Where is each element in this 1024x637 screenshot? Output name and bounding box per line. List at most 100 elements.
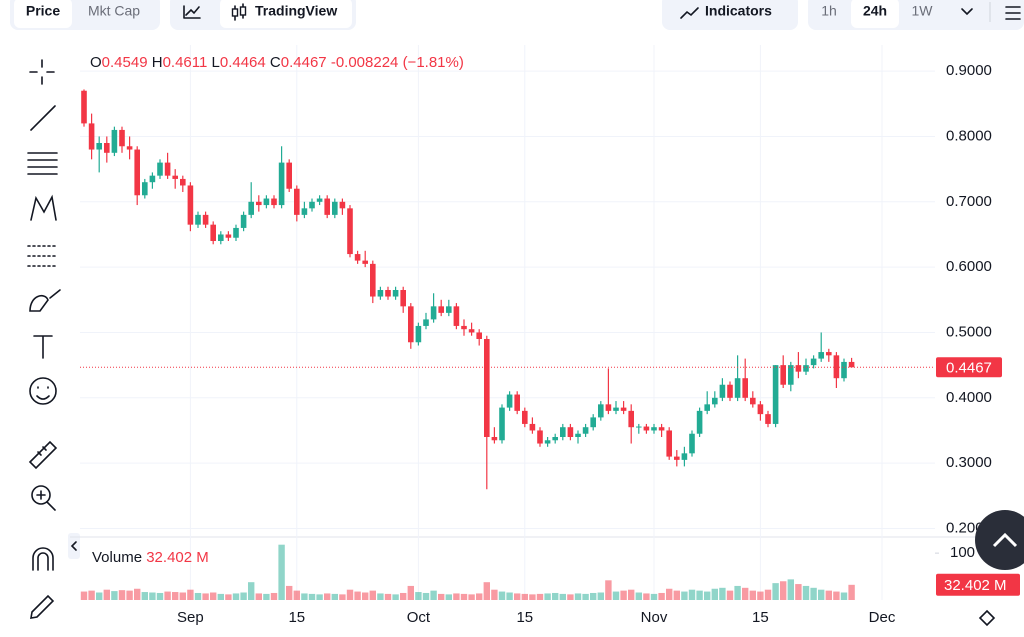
tradingview-button[interactable]: TradingView <box>255 3 337 19</box>
candle-body <box>803 365 809 372</box>
candle-body <box>734 378 741 398</box>
candle-body <box>354 254 361 261</box>
crosshair-tool[interactable] <box>29 59 55 85</box>
interval[interactable]: 1h <box>821 3 837 19</box>
fib-tool[interactable] <box>27 152 58 175</box>
candle-body <box>636 426 642 428</box>
candle-body <box>666 430 672 457</box>
line-chart-icon[interactable] <box>183 5 201 19</box>
collapse-button[interactable] <box>68 533 80 559</box>
trendline-tool[interactable] <box>30 105 56 131</box>
indicators-bg <box>662 0 798 30</box>
legend-value: 0.4464 <box>220 54 266 71</box>
candle-body <box>848 361 855 368</box>
dropdown-icon[interactable] <box>961 8 973 16</box>
candle-body <box>658 427 665 431</box>
volume-bar <box>362 592 369 600</box>
volume-bar <box>392 594 399 600</box>
interval[interactable]: 24h <box>863 3 887 19</box>
lock-tool[interactable] <box>30 594 55 619</box>
volume-bar <box>802 585 810 600</box>
brush-tool[interactable] <box>29 289 61 312</box>
volume-bar <box>666 588 673 600</box>
candle-body <box>210 224 216 241</box>
volume-bar <box>825 590 832 600</box>
legend-value: 0.4467 <box>281 54 327 71</box>
candle-body <box>256 201 262 206</box>
volume-bar <box>460 593 468 600</box>
candle-body <box>628 410 634 428</box>
ohlc-legend: O0.4549 H0.4611 L0.4464 C0.4467 -0.00822… <box>90 54 464 566</box>
emoji-tool[interactable] <box>29 377 57 405</box>
volume-bar <box>498 591 506 600</box>
candle-body <box>841 361 847 379</box>
volume-bar <box>620 590 627 600</box>
candle-body <box>149 175 156 183</box>
candle-body <box>332 201 338 215</box>
candle-body <box>567 427 574 437</box>
legend-label: O <box>90 54 102 71</box>
interval-active-bg <box>851 0 899 28</box>
volume-bar <box>308 593 316 600</box>
tab[interactable]: Price <box>26 3 60 19</box>
volume-bar <box>164 591 171 600</box>
volume-bar <box>225 594 232 600</box>
volume-bar <box>384 593 392 600</box>
volume-bar <box>787 579 794 600</box>
volume-bar <box>772 583 779 600</box>
candle-body <box>453 306 460 326</box>
volume-bar <box>346 589 354 600</box>
interval[interactable]: 1W <box>912 3 934 19</box>
collapse-icon <box>70 541 77 551</box>
prediction-tool[interactable] <box>27 245 58 267</box>
text-tool[interactable] <box>33 335 53 359</box>
candle-icon <box>239 6 247 16</box>
candle-body <box>461 325 467 330</box>
legend-label: H <box>152 54 163 71</box>
volume-bar <box>324 593 331 600</box>
candle-body <box>180 178 186 186</box>
volume-bar <box>491 589 498 600</box>
volume-bar <box>605 580 612 600</box>
candle-body <box>537 430 543 444</box>
settings-diamond[interactable] <box>978 609 996 627</box>
pattern-tool[interactable] <box>30 194 57 221</box>
volume-bar <box>369 590 376 600</box>
legend-change: -0.008224 <box>331 54 399 71</box>
volume-bar <box>719 587 726 600</box>
volume-bar <box>506 592 513 600</box>
volume-bar <box>316 594 323 600</box>
candle-body <box>719 384 726 398</box>
candle-body <box>499 407 505 441</box>
volume-bar <box>134 588 141 600</box>
tab[interactable]: Mkt Cap <box>88 3 140 19</box>
candle-body <box>430 306 437 320</box>
candle-body <box>643 426 650 431</box>
candle-body <box>810 358 817 366</box>
settings-icon[interactable] <box>1005 6 1021 20</box>
measure-tool[interactable] <box>28 440 58 470</box>
x-tick-label: Oct <box>407 609 431 626</box>
volume-bar <box>818 589 825 600</box>
candle-body <box>294 188 300 215</box>
x-tick-label: 15 <box>752 609 769 626</box>
x-tick-label: 15 <box>288 609 305 626</box>
candle-body <box>727 384 733 398</box>
volume-bar <box>278 544 285 600</box>
x-tick-label: Sep <box>177 609 204 626</box>
volume-bar <box>407 585 414 600</box>
last-volume-tag <box>936 573 1020 596</box>
volume-bar <box>521 593 528 600</box>
candle-body <box>316 198 323 202</box>
candle-body <box>712 397 718 405</box>
volume-bar <box>438 593 445 600</box>
candle-body <box>309 201 315 209</box>
zoom-tool[interactable] <box>31 485 51 505</box>
candle-body <box>704 404 710 411</box>
candle-body <box>347 208 353 255</box>
volume-bar <box>141 592 148 600</box>
magnet-tool[interactable] <box>32 547 54 571</box>
indicators-button[interactable]: Indicators <box>705 3 772 19</box>
candle-body <box>484 339 490 437</box>
